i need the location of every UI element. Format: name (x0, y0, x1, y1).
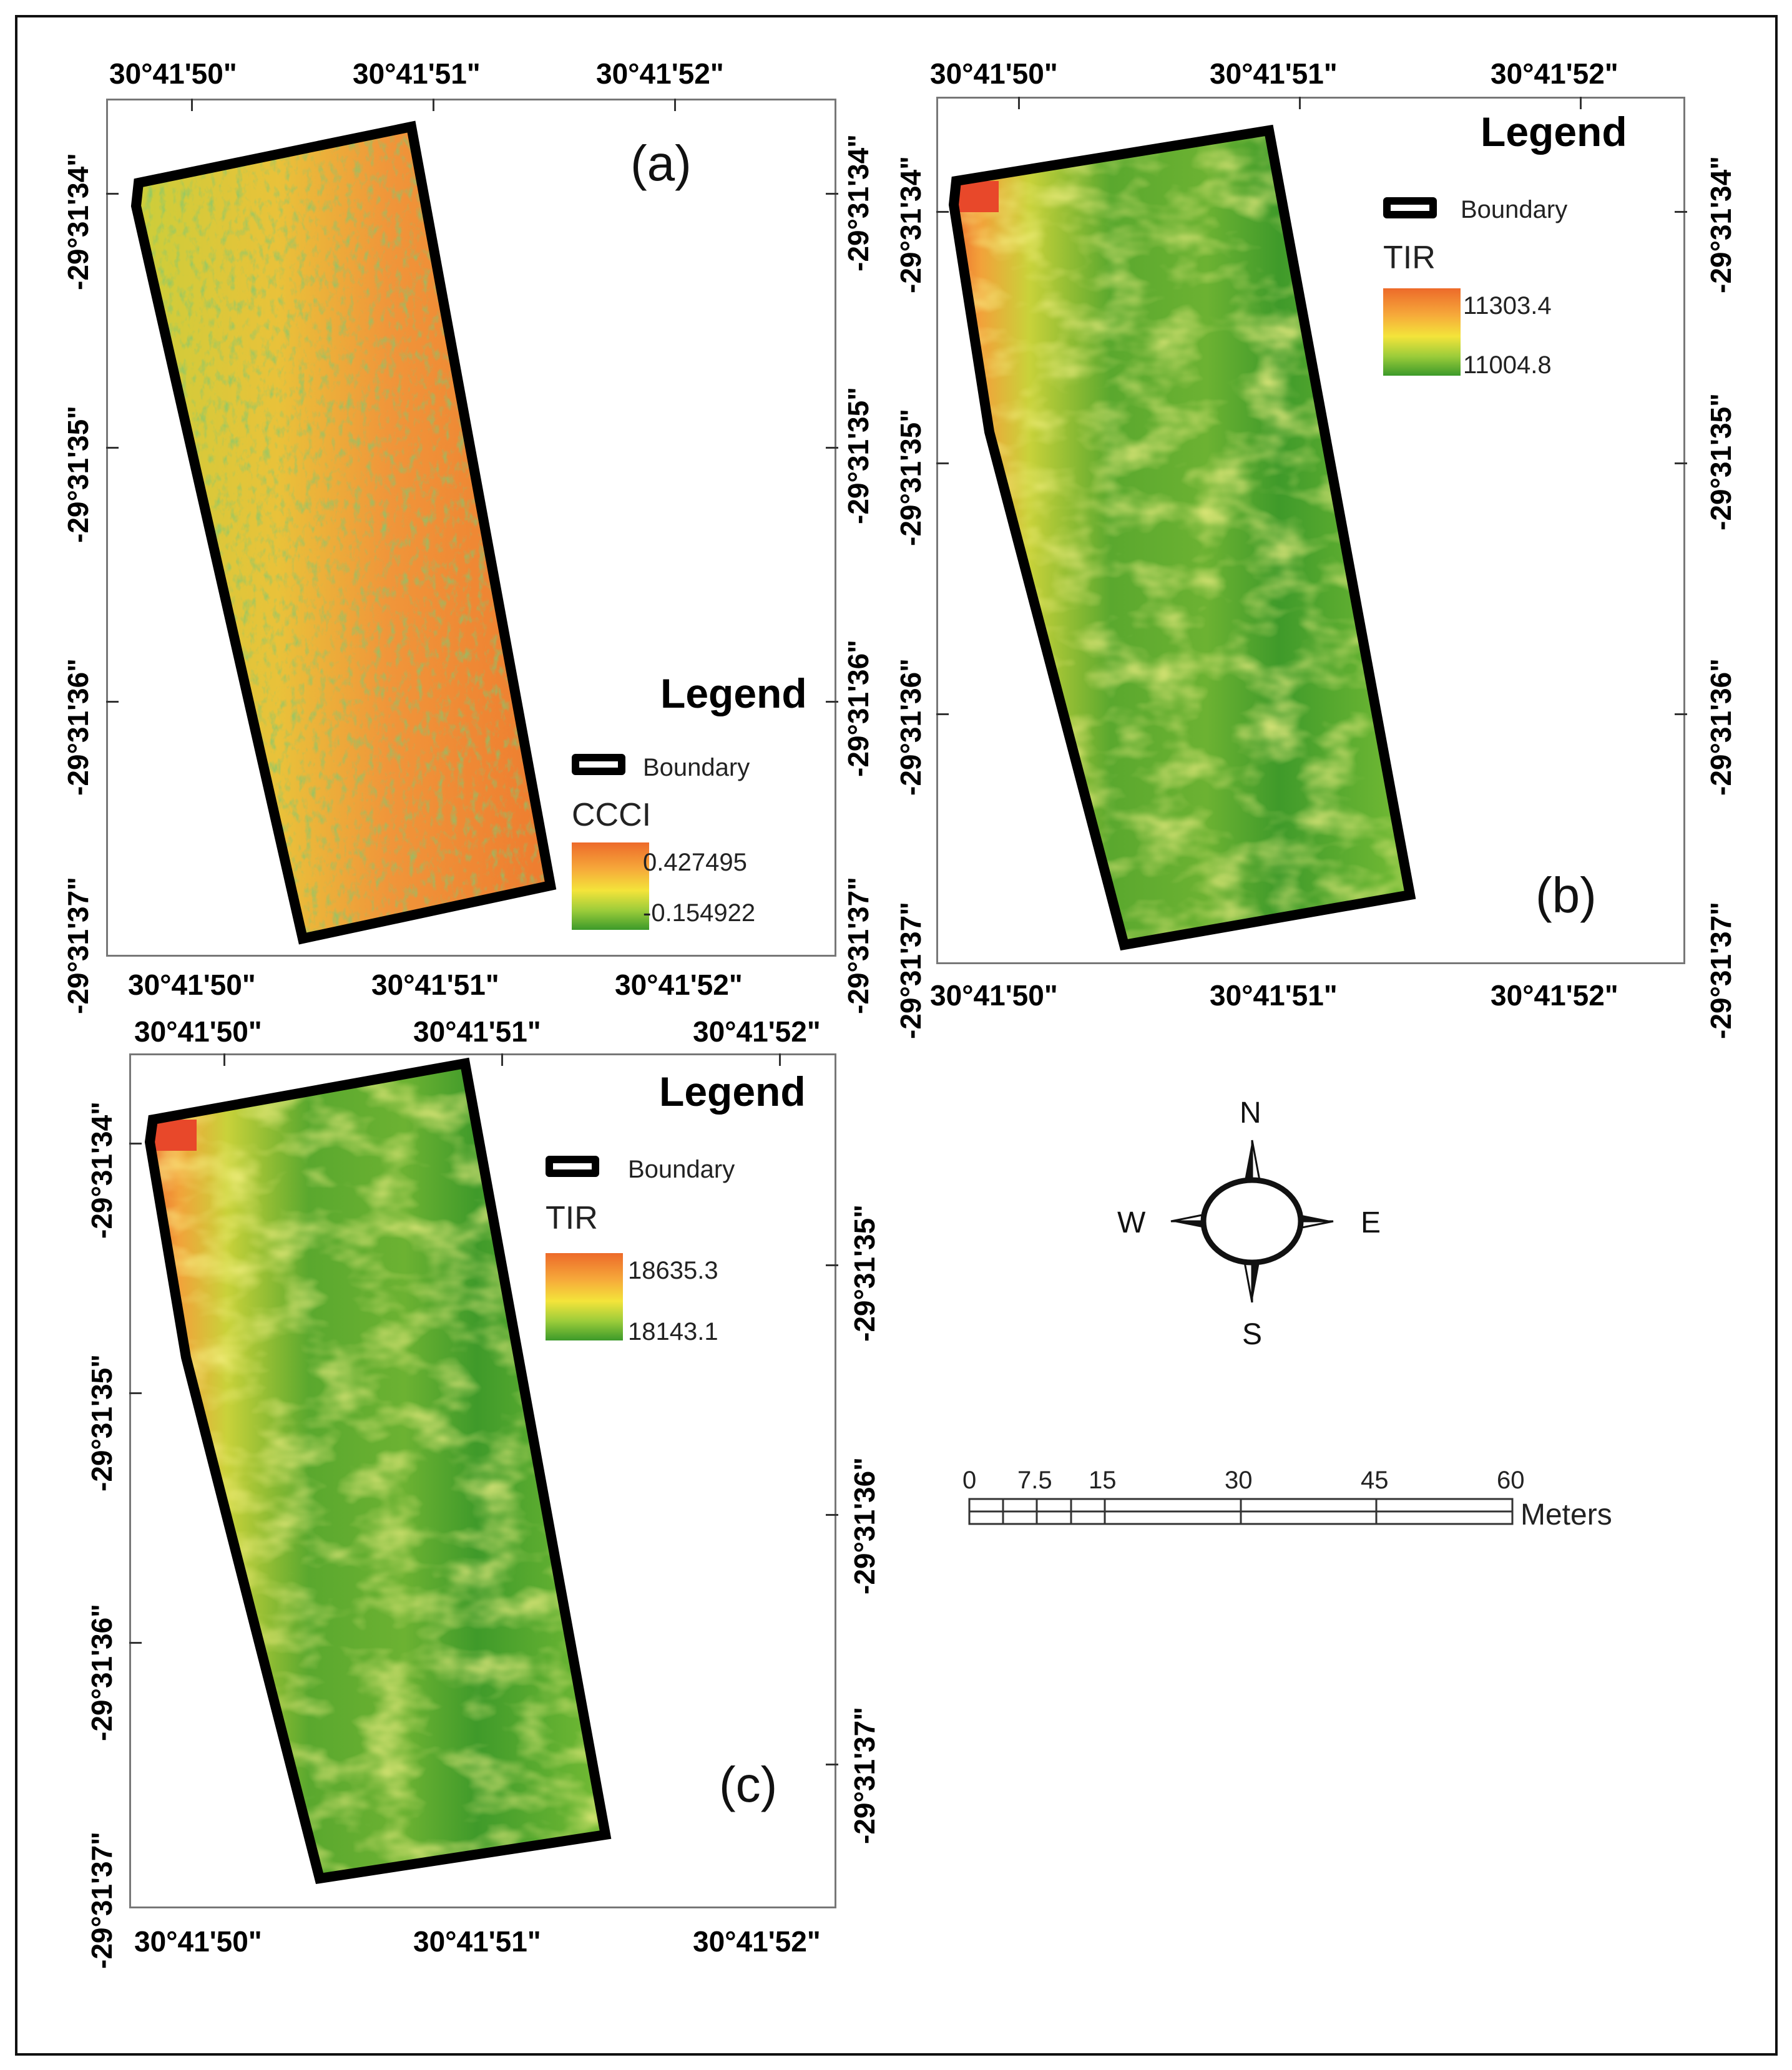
panel-a-bottom-coord-2: 30°41'51" (371, 969, 499, 1001)
scale-label-60: 60 (1497, 1467, 1525, 1494)
scale-label-45: 45 (1361, 1467, 1389, 1494)
panel-c-legend-title: Legend (659, 1068, 806, 1115)
scale-label-7-5: 7.5 (1017, 1467, 1052, 1494)
panel-b-variable-name: TIR (1383, 240, 1436, 276)
panel-c-label: (c) (719, 1757, 778, 1812)
scale-label-0: 0 (962, 1467, 977, 1494)
panel-a-boundary (130, 120, 557, 945)
panel-a-top-coord-2: 30°41'51" (353, 57, 481, 90)
panel-b-boundary (948, 124, 1416, 951)
panel-b-legend-title: Legend (1481, 109, 1627, 155)
panel-a-ccci-raster (136, 127, 551, 939)
compass-west-label: W (1117, 1206, 1146, 1239)
panel-c-top-coord-2: 30°41'51" (413, 1015, 541, 1048)
panel-c-top-coord-1: 30°41'50" (134, 1015, 262, 1048)
panel-c-bottom-coord-2: 30°41'51" (413, 1925, 541, 1958)
panel-a-legend-title: Legend (660, 670, 807, 716)
panel-c-color-ramp (546, 1253, 623, 1340)
compass-east-label: E (1361, 1206, 1381, 1239)
panel-b-top-coord-2: 30°41'51" (1210, 57, 1338, 90)
panel-a-ramp-max: 0.427495 (643, 849, 747, 876)
panel-c-top-coord-3: 30°41'52" (693, 1015, 821, 1048)
panel-b-bottom-coord-2: 30°41'51" (1210, 979, 1338, 1012)
panel-b-top-coord-3: 30°41'52" (1491, 57, 1618, 90)
panel-a-boundary-label: Boundary (643, 754, 750, 781)
panel-b-ramp-min: 11004.8 (1463, 351, 1552, 379)
panel-c-bottom-coord-1: 30°41'50" (134, 1925, 262, 1958)
scale-label-15: 15 (1089, 1467, 1117, 1494)
panel-a-bottom-coord-3: 30°41'52" (615, 969, 743, 1001)
panel-c-ramp-min: 18143.1 (628, 1318, 718, 1345)
panel-c-boundary-label: Boundary (628, 1156, 735, 1183)
panel-c-ramp-max: 18635.3 (628, 1257, 718, 1284)
scale-bar (968, 1498, 1514, 1525)
scale-label-30: 30 (1225, 1467, 1253, 1494)
panel-c-variable-name: TIR (546, 1200, 598, 1236)
north-arrow (1170, 1140, 1334, 1303)
panel-b-ramp-max: 11303.4 (1463, 292, 1552, 320)
panel-a-boundary-swatch (572, 754, 625, 775)
panel-a-bottom-coord-1: 30°41'50" (128, 969, 256, 1001)
panel-c-boundary (144, 1057, 612, 1885)
scale-unit-label: Meters (1520, 1498, 1612, 1531)
panel-b-label: (b) (1535, 867, 1597, 923)
panel-a-variable-name: CCCI (572, 797, 652, 833)
compass-south-label: S (1242, 1318, 1263, 1351)
compass-north-label: N (1240, 1096, 1261, 1130)
panel-c-boundary-swatch (546, 1156, 599, 1177)
panel-b-boundary-label: Boundary (1461, 196, 1568, 223)
panel-a-top-coord-3: 30°41'52" (596, 57, 724, 90)
panel-b-bottom-coord-1: 30°41'50" (930, 979, 1058, 1012)
panel-c-bottom-coord-3: 30°41'52" (693, 1925, 821, 1958)
panel-b-bottom-coord-3: 30°41'52" (1491, 979, 1618, 1012)
panel-a-label: (a) (630, 135, 692, 191)
figure-frame (15, 15, 1778, 2056)
panel-a-color-ramp (572, 842, 649, 930)
panel-b-boundary-swatch (1383, 197, 1437, 218)
panel-b-top-coord-1: 30°41'50" (930, 57, 1058, 90)
panel-a-top-coord-1: 30°41'50" (109, 57, 237, 90)
panel-a-ramp-min: -0.154922 (643, 899, 756, 927)
panel-b-color-ramp (1383, 288, 1461, 376)
